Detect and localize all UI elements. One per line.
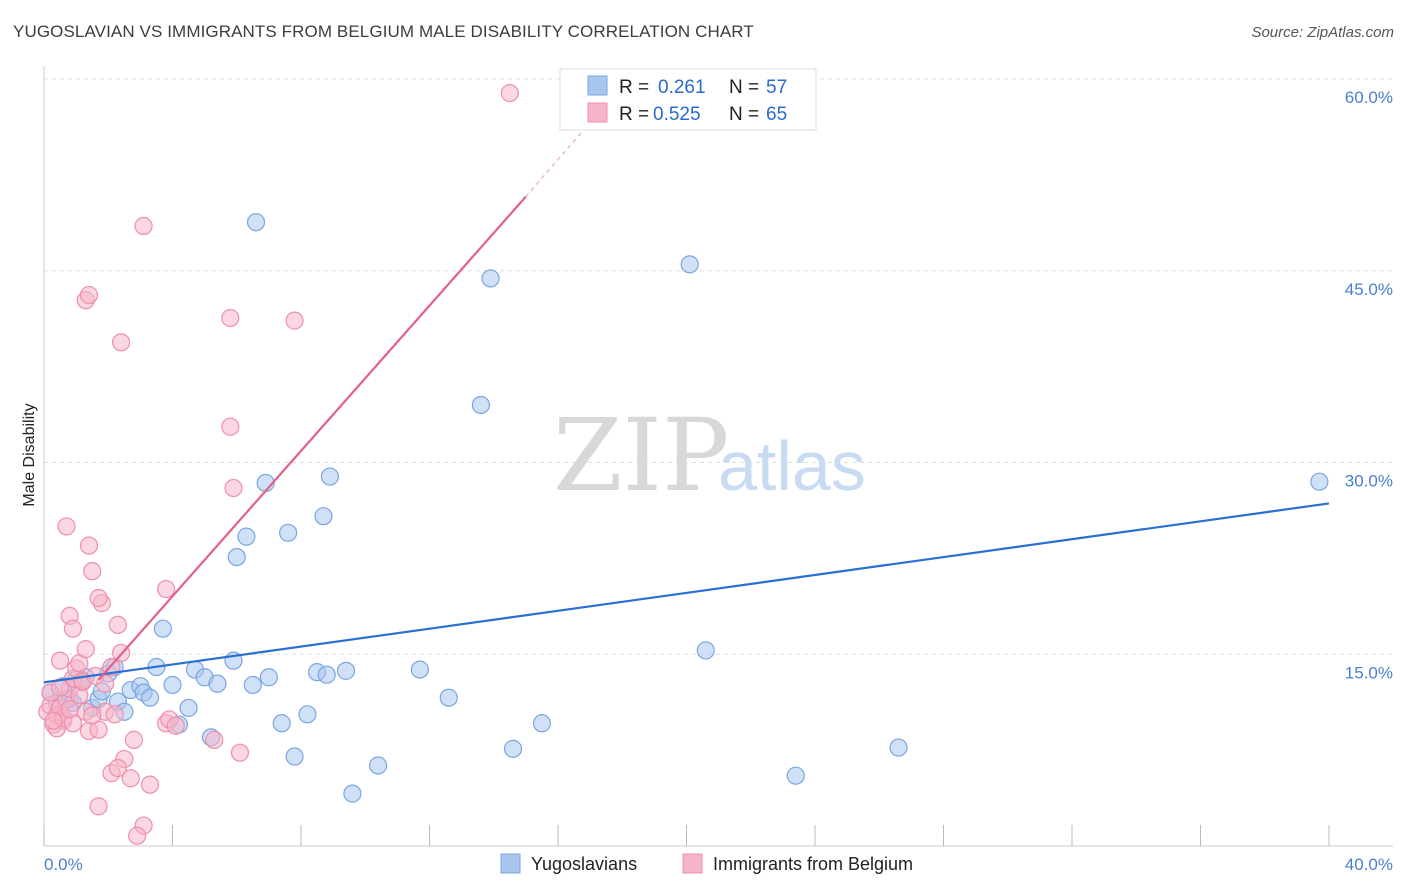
point-yugoslavian <box>336 661 356 680</box>
legend-n-label-2: N = <box>729 104 759 125</box>
trend-line-yugoslavians <box>43 502 1330 684</box>
point-yugoslavian <box>208 674 227 693</box>
point-belgium <box>224 478 243 498</box>
point-belgium <box>108 615 127 634</box>
point-yugoslavian <box>439 688 458 707</box>
point-belgium <box>166 716 185 735</box>
point-yugoslavian <box>481 269 500 288</box>
point-belgium <box>108 758 127 778</box>
legend-r-label-1: R = <box>619 77 649 98</box>
point-belgium <box>83 706 102 725</box>
point-belgium <box>63 619 83 638</box>
point-belgium <box>79 536 99 555</box>
point-belgium <box>105 705 124 724</box>
point-yugoslavian <box>227 547 246 567</box>
point-belgium <box>89 588 108 608</box>
point-yugoslavian <box>298 705 317 724</box>
legend-r-label-2: R = <box>619 104 649 125</box>
legend-n-value-2: 65 <box>766 104 787 125</box>
correlation-legend: R = 0.261 N = 57 R = 0.525 N = 65 <box>559 68 817 131</box>
y-tick-label: 60.0% <box>1345 88 1393 107</box>
point-yugoslavian <box>410 660 429 679</box>
point-yugoslavian <box>285 747 304 766</box>
x-tick-label-min: 0.0% <box>44 855 83 874</box>
point-belgium <box>79 285 99 305</box>
point-yugoslavian <box>680 255 699 274</box>
point-belgium <box>128 826 147 845</box>
series-legend-yugoslavians: Yugoslavians <box>531 854 637 874</box>
y-tick-labels: 15.0% 30.0% 45.0% 60.0% <box>1345 88 1393 682</box>
point-belgium <box>76 640 95 659</box>
point-yugoslavian <box>786 766 805 785</box>
point-belgium <box>134 216 153 236</box>
point-yugoslavian <box>314 507 333 526</box>
point-belgium <box>221 417 240 436</box>
data-points <box>38 83 1329 845</box>
y-tick-label: 45.0% <box>1345 280 1393 299</box>
point-yugoslavian <box>320 467 340 486</box>
point-yugoslavian <box>246 213 266 232</box>
point-yugoslavian <box>140 688 160 707</box>
point-belgium <box>111 333 131 352</box>
series-legend-swatch-yugoslavians <box>500 853 521 874</box>
point-yugoslavian <box>153 619 172 638</box>
point-yugoslavian <box>889 738 908 757</box>
point-belgium <box>140 775 160 794</box>
y-tick-label: 15.0% <box>1345 663 1393 682</box>
point-belgium <box>230 743 250 762</box>
point-belgium <box>44 711 63 730</box>
point-yugoslavian <box>179 698 198 718</box>
point-belgium <box>124 730 144 749</box>
point-belgium <box>60 700 79 719</box>
y-tick-label: 30.0% <box>1345 472 1393 491</box>
x-tick-labels: 0.0% 40.0% <box>44 855 1393 874</box>
point-belgium <box>50 678 70 697</box>
grid-lines <box>44 78 1393 655</box>
point-belgium <box>57 517 76 536</box>
trend-line-belgium <box>97 195 527 681</box>
point-yugoslavian <box>279 523 298 542</box>
point-yugoslavian <box>237 527 256 546</box>
watermark-atlas: atlas <box>718 427 866 505</box>
point-belgium <box>83 562 102 581</box>
chart-title: YUGOSLAVIAN VS IMMIGRANTS FROM BELGIUM M… <box>13 22 754 41</box>
point-yugoslavian <box>317 665 336 684</box>
legend-r-value-2: 0.525 <box>653 104 701 125</box>
series-legend-belgium: Immigrants from Belgium <box>713 854 913 874</box>
point-yugoslavian <box>259 668 278 687</box>
point-yugoslavian <box>1310 472 1329 491</box>
point-yugoslavian <box>163 675 182 695</box>
watermark: ZIP atlas <box>553 397 866 514</box>
point-yugoslavian <box>343 784 362 803</box>
series-legend: Yugoslavians Immigrants from Belgium <box>500 853 913 874</box>
watermark-zip: ZIP <box>553 397 729 514</box>
y-axis-label: Male Disability <box>21 403 38 506</box>
point-belgium <box>285 311 304 330</box>
point-yugoslavian <box>243 675 262 695</box>
legend-n-label-1: N = <box>729 77 759 98</box>
source-label: Source: ZipAtlas.com <box>1251 24 1394 41</box>
x-tick-label-max: 40.0% <box>1345 855 1393 874</box>
point-yugoslavian <box>503 739 523 758</box>
point-belgium <box>205 730 224 749</box>
point-yugoslavian <box>471 395 490 415</box>
legend-n-value-1: 57 <box>766 77 787 98</box>
trend-lines <box>43 84 1330 684</box>
legend-swatch-pink <box>587 102 608 123</box>
point-belgium <box>221 308 240 328</box>
point-yugoslavian <box>532 714 552 733</box>
point-yugoslavian <box>369 756 388 775</box>
point-belgium <box>156 579 176 599</box>
point-belgium <box>121 769 140 788</box>
point-yugoslavian <box>272 714 291 733</box>
legend-r-value-1: 0.261 <box>658 77 706 98</box>
legend-swatch-blue <box>587 75 608 96</box>
series-legend-swatch-belgium <box>682 853 703 874</box>
point-belgium <box>89 797 108 816</box>
point-yugoslavian <box>696 641 715 660</box>
point-belgium <box>50 651 70 670</box>
point-belgium <box>500 83 519 103</box>
